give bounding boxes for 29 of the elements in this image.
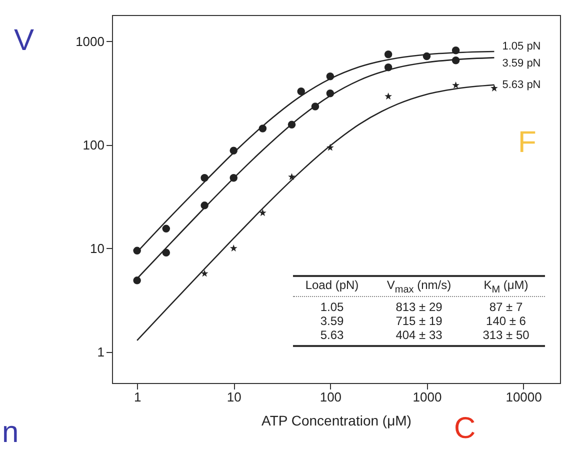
y-tick-label: 1 [97,344,104,360]
series-label: 1.05 pN [502,40,541,52]
annotation: 5.63 [319,328,345,342]
x-tick-label: 100 [320,390,342,404]
annotation: 87 ± 7 [488,300,524,314]
annotation: K$_{M}$ (μM) [482,278,530,298]
annotation: 404 ± 33 [394,328,444,342]
series-label: 5.63 pN [502,78,541,91]
y-tick-label: 1000 [76,34,104,49]
y-tick-label: 10 [90,240,104,256]
text: n [2,416,19,449]
annotation: 140 ± 6 [485,314,527,328]
y-tick-label: 100 [82,137,104,152]
x-tick-label: 10 [226,390,242,404]
annotation: 3.59 [319,314,345,328]
x-tick-label: 1000 [412,390,442,404]
annotation: Load (pN) [304,278,360,294]
annotation: F [518,126,536,159]
annotation: 813 ± 29 [394,300,444,314]
x-tick-label: 1 [134,390,142,404]
annotation: 715 ± 19 [394,314,444,328]
x-axis-title: ATP Concentration (μM) [262,412,412,428]
text: C [454,412,476,445]
annotation: 313 ± 50 [482,328,530,342]
x-tick-label: 10000 [506,390,542,404]
annotation: V$_{max}$ (nm/s) [386,278,452,298]
series-label: 3.59 pN [502,58,541,70]
annotation: 1.05 [319,300,345,314]
text: V [14,24,34,57]
